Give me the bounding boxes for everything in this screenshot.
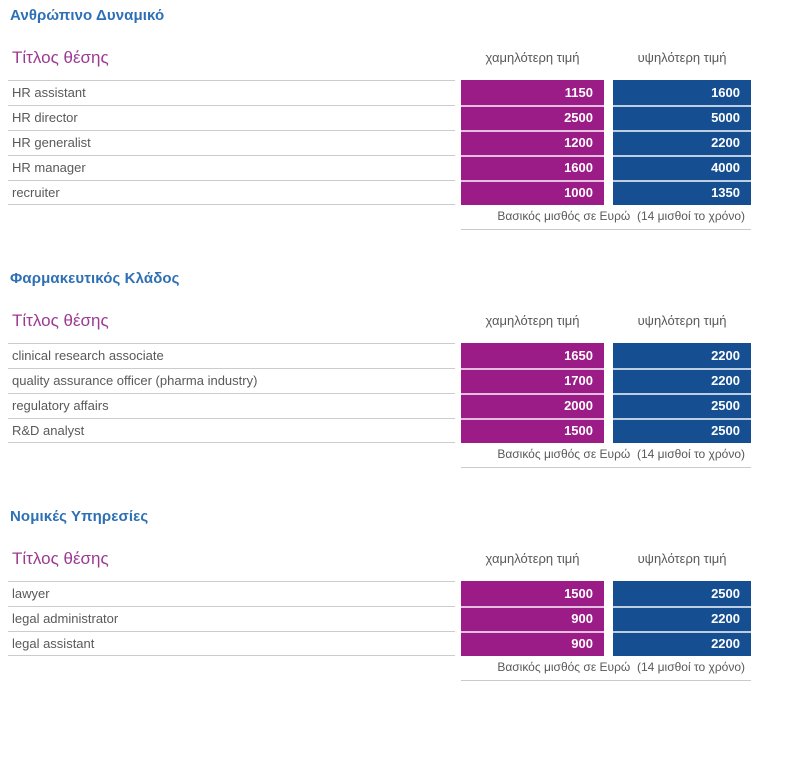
table-row: HR manager 1600 4000 — [8, 155, 799, 180]
footer-note: Βασικός μισθός σε Ευρώ (14 μισθοί το χρό… — [497, 447, 745, 461]
job-title: regulatory affairs — [8, 393, 455, 418]
section-title: Ανθρώπινο Δυναμικό — [10, 7, 165, 24]
table-row: clinical research associate 1650 2200 — [8, 343, 799, 368]
job-title: HR manager — [8, 155, 455, 180]
low-value-cell: 1200 — [461, 130, 604, 155]
job-title: lawyer — [8, 581, 455, 606]
table-row: legal administrator 900 2200 — [8, 606, 799, 631]
table-footer: Βασικός μισθός σε Ευρώ (14 μισθοί το χρό… — [461, 443, 751, 468]
table-row: R&D analyst 1500 2500 — [8, 418, 799, 443]
high-value-cell: 2500 — [613, 581, 751, 606]
high-value-cell: 2200 — [613, 631, 751, 656]
footer-rule — [461, 680, 751, 681]
low-value-cell: 900 — [461, 631, 604, 656]
footer-note: Βασικός μισθός σε Ευρώ (14 μισθοί το χρό… — [497, 660, 745, 674]
job-title: quality assurance officer (pharma indust… — [8, 368, 455, 393]
high-value-cell: 2200 — [613, 368, 751, 393]
job-title-column-header: Τίτλος θέσης — [12, 311, 109, 330]
section-title: Νομικές Υπηρεσίες — [10, 508, 149, 525]
high-value-cell: 5000 — [613, 105, 751, 130]
table-row: regulatory affairs 2000 2500 — [8, 393, 799, 418]
salary-table: HR assistant 1150 1600 HR director 2500 … — [8, 80, 799, 205]
salary-table: clinical research associate 1650 2200 qu… — [8, 343, 799, 443]
table-footer: Βασικός μισθός σε Ευρώ (14 μισθοί το χρό… — [461, 656, 751, 681]
job-title: R&D analyst — [8, 418, 455, 443]
low-value-column-header: χαμηλότερη τιμή — [485, 50, 580, 65]
low-value-cell: 2000 — [461, 393, 604, 418]
high-value-cell: 1600 — [613, 80, 751, 105]
low-value-cell: 1650 — [461, 343, 604, 368]
low-value-cell: 900 — [461, 606, 604, 631]
job-title: clinical research associate — [8, 343, 455, 368]
high-value-cell: 2200 — [613, 343, 751, 368]
job-title-column-header: Τίτλος θέσης — [12, 48, 109, 67]
low-value-cell: 1150 — [461, 80, 604, 105]
job-title: legal administrator — [8, 606, 455, 631]
table-row: recruiter 1000 1350 — [8, 180, 799, 205]
high-value-cell: 2500 — [613, 393, 751, 418]
table-row: legal assistant 900 2200 — [8, 631, 799, 656]
low-value-cell: 1700 — [461, 368, 604, 393]
high-value-column-header: υψηλότερη τιμή — [637, 551, 727, 566]
low-value-cell: 1500 — [461, 581, 604, 606]
section-title: Φαρμακευτικός Κλάδος — [10, 270, 180, 287]
table-header: Τίτλος θέσης χαμηλότερη τιμή υψηλότερη τ… — [8, 549, 799, 569]
high-value-cell: 2200 — [613, 130, 751, 155]
table-row: HR generalist 1200 2200 — [8, 130, 799, 155]
high-value-cell: 2200 — [613, 606, 751, 631]
job-title: HR generalist — [8, 130, 455, 155]
low-value-column-header: χαμηλότερη τιμή — [485, 313, 580, 328]
high-value-cell: 2500 — [613, 418, 751, 443]
job-title: HR director — [8, 105, 455, 130]
footer-note: Βασικός μισθός σε Ευρώ (14 μισθοί το χρό… — [497, 209, 745, 223]
table-row: HR assistant 1150 1600 — [8, 80, 799, 105]
high-value-column-header: υψηλότερη τιμή — [637, 313, 727, 328]
table-header: Τίτλος θέσης χαμηλότερη τιμή υψηλότερη τ… — [8, 48, 799, 68]
section-pharmaceutical: Φαρμακευτικός Κλάδος Τίτλος θέσης χαμηλό… — [8, 271, 799, 468]
table-row: HR director 2500 5000 — [8, 105, 799, 130]
high-value-cell: 4000 — [613, 155, 751, 180]
job-title-column-header: Τίτλος θέσης — [12, 549, 109, 568]
high-value-column-header: υψηλότερη τιμή — [637, 50, 727, 65]
job-title: recruiter — [8, 180, 455, 205]
job-title: legal assistant — [8, 631, 455, 656]
low-value-cell: 1000 — [461, 180, 604, 205]
footer-rule — [461, 229, 751, 230]
low-value-cell: 1600 — [461, 155, 604, 180]
footer-rule — [461, 467, 751, 468]
low-value-cell: 1500 — [461, 418, 604, 443]
high-value-cell: 1350 — [613, 180, 751, 205]
low-value-cell: 2500 — [461, 105, 604, 130]
low-value-column-header: χαμηλότερη τιμή — [485, 551, 580, 566]
table-row: lawyer 1500 2500 — [8, 581, 799, 606]
table-footer: Βασικός μισθός σε Ευρώ (14 μισθοί το χρό… — [461, 205, 751, 230]
section-legal-services: Νομικές Υπηρεσίες Τίτλος θέσης χαμηλότερ… — [8, 509, 799, 681]
table-header: Τίτλος θέσης χαμηλότερη τιμή υψηλότερη τ… — [8, 311, 799, 331]
section-human-resources: Ανθρώπινο Δυναμικό Τίτλος θέσης χαμηλότε… — [8, 8, 799, 230]
job-title: HR assistant — [8, 80, 455, 105]
table-row: quality assurance officer (pharma indust… — [8, 368, 799, 393]
salary-table: lawyer 1500 2500 legal administrator 900… — [8, 581, 799, 656]
